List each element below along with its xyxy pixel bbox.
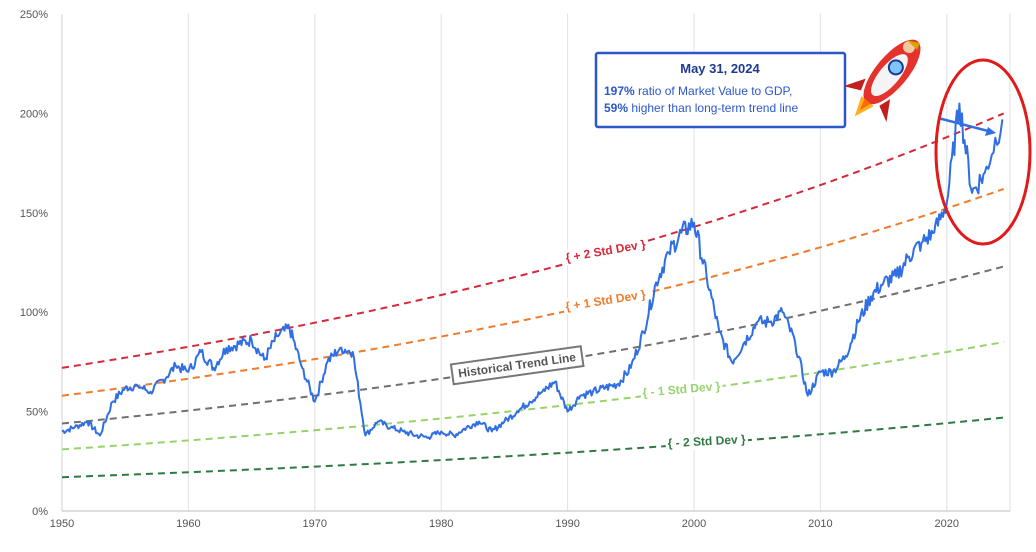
band-label: { - 2 Std Dev } (665, 431, 749, 452)
x-tick-label: 1970 (303, 518, 327, 530)
arrow-icon (937, 116, 996, 136)
x-tick-label: 2020 (935, 518, 959, 530)
annotation-callout: May 31, 2024 197% ratio of Market Value … (594, 51, 847, 129)
annotation-line-2: 59% higher than long-term trend line (604, 101, 798, 115)
band-labels: { + 2 Std Dev } { + 1 Std Dev } Historical… (449, 235, 749, 452)
band-label-bg (562, 235, 650, 267)
band-label: { + 2 Std Dev } (562, 235, 650, 267)
band-label: { - 1 Std Dev } (639, 377, 724, 401)
band-line (61, 416, 1004, 479)
band-line (61, 341, 1004, 451)
highlight-circle (934, 58, 1032, 246)
band-label-text: { - 2 Std Dev } (667, 432, 746, 450)
y-tick-label: 150% (20, 208, 48, 220)
band-line (61, 112, 1005, 369)
band-label-text: { - 1 Std Dev } (642, 379, 721, 400)
annotation-line-1: 197% ratio of Market Value to GDP, (604, 84, 792, 98)
x-tick-label: 2010 (808, 518, 832, 530)
band-label-bg (665, 431, 749, 452)
series (61, 102, 1004, 440)
band-line (61, 187, 1005, 397)
x-tick-label: 1990 (555, 518, 579, 530)
trend-label-box (449, 345, 585, 386)
band-label: { + 1 Std Dev } (562, 285, 650, 315)
band-label-bg (562, 285, 650, 315)
y-tick-label: 200% (20, 108, 48, 120)
axis-labels: 1950 1960 1970 1980 1990 2000 2010 2020 0% 50% 100… (20, 9, 959, 530)
x-tick-label: 1980 (429, 518, 453, 530)
y-tick-label: 50% (26, 407, 48, 419)
band-label-text: { + 2 Std Dev } (564, 237, 647, 265)
x-tick-label: 1950 (50, 518, 74, 530)
y-tick-label: 0% (32, 506, 48, 518)
rocket-icon (843, 39, 921, 123)
band-label-text: { + 1 Std Dev } (564, 287, 647, 314)
series-line (61, 102, 1004, 440)
band-label-bg (639, 377, 724, 401)
x-tick-label: 2000 (682, 518, 706, 530)
x-tick-label: 1960 (176, 518, 200, 530)
annotation-box (594, 51, 847, 129)
band-label: Historical Trend Line (449, 345, 585, 386)
annotation-title: May 31, 2024 (680, 61, 760, 76)
bands (61, 112, 1005, 479)
y-tick-label: 250% (20, 9, 48, 21)
y-tick-label: 100% (20, 307, 48, 319)
